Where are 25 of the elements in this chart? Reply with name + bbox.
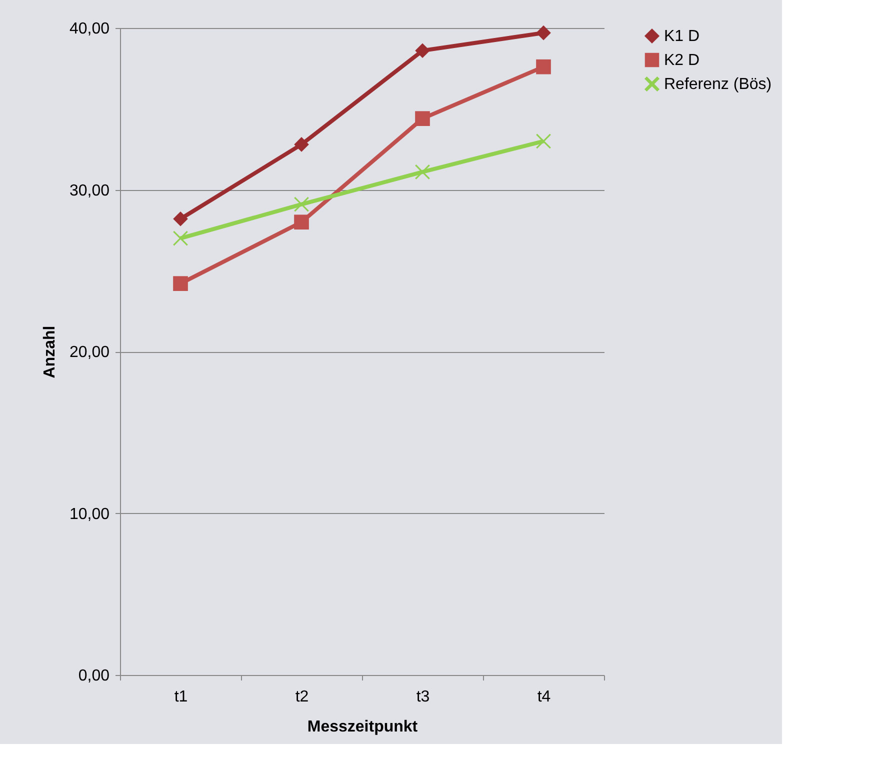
point <box>294 196 309 212</box>
x-tick-label: t3 <box>416 688 430 706</box>
point <box>536 59 551 74</box>
y-tick-label: 30,00 <box>69 182 110 200</box>
point <box>294 137 309 152</box>
point <box>294 214 309 230</box>
point <box>536 134 551 149</box>
point <box>536 25 551 40</box>
point <box>415 164 430 180</box>
legend-label: K2 D <box>664 52 700 69</box>
y-axis-title: Anzahl <box>41 326 58 378</box>
point <box>173 211 188 226</box>
y-tick-label: 10,00 <box>69 506 110 523</box>
point <box>415 43 430 58</box>
y-tick-label: 20,00 <box>69 344 110 361</box>
y-tick-label: 40,00 <box>69 20 110 38</box>
legend-label: Referenz (Bös) <box>664 76 772 93</box>
point <box>173 276 188 291</box>
y-tick-label: 0,00 <box>78 668 110 684</box>
x-tick-label: t1 <box>174 688 188 706</box>
legend-label: K1 D <box>664 28 700 45</box>
x-tick-label: t2 <box>295 688 309 706</box>
point <box>415 111 430 126</box>
x-tick-label: t4 <box>537 688 551 706</box>
x-axis-title: Messzeitpunkt <box>307 718 418 736</box>
